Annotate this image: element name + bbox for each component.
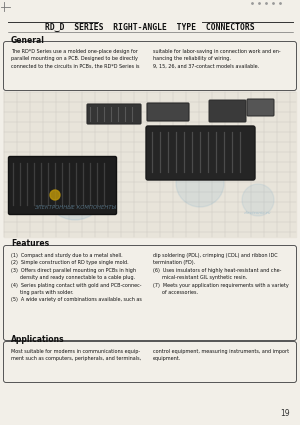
FancyBboxPatch shape: [4, 246, 296, 340]
Text: 19: 19: [280, 409, 290, 418]
Text: General: General: [11, 36, 45, 45]
Text: Most suitable for modems in communications equip-
ment such as computers, periph: Most suitable for modems in communicatio…: [11, 349, 141, 361]
Text: electroniс.ru: electroniс.ru: [244, 211, 272, 215]
Text: suitable for labor-saving in connection work and en-
hancing the reliability of : suitable for labor-saving in connection …: [153, 49, 280, 69]
FancyBboxPatch shape: [247, 99, 274, 116]
Text: Features: Features: [11, 238, 49, 247]
Text: dip soldering (PDL), crimping (CDL) and ribbon IDC
termination (FD).
(6)  Uses i: dip soldering (PDL), crimping (CDL) and …: [153, 253, 289, 295]
FancyBboxPatch shape: [4, 342, 296, 383]
FancyBboxPatch shape: [4, 42, 296, 91]
Text: (1)  Compact and sturdy due to a metal shell.
(2)  Simple construction of RD typ: (1) Compact and sturdy due to a metal sh…: [11, 253, 142, 303]
FancyBboxPatch shape: [147, 103, 189, 121]
Text: RD‿D  SERIES  RIGHT-ANGLE  TYPE  CONNECTORS: RD‿D SERIES RIGHT-ANGLE TYPE CONNECTORS: [45, 23, 255, 31]
FancyBboxPatch shape: [209, 100, 246, 122]
FancyBboxPatch shape: [146, 126, 255, 180]
Text: ЭЛЕКТРОННЫЕ КОМПОНЕНТЫ: ЭЛЕКТРОННЫЕ КОМПОНЕНТЫ: [34, 204, 116, 210]
Circle shape: [242, 184, 274, 216]
Text: control equipment, measuring instruments, and import
equipment.: control equipment, measuring instruments…: [153, 349, 289, 361]
FancyBboxPatch shape: [87, 104, 141, 124]
Circle shape: [50, 190, 60, 200]
Circle shape: [176, 159, 224, 207]
Bar: [4, 92, 296, 237]
FancyBboxPatch shape: [8, 156, 116, 215]
Circle shape: [45, 160, 105, 220]
Text: The RD*D Series use a molded one-place design for
parallel mounting on a PCB. De: The RD*D Series use a molded one-place d…: [11, 49, 140, 69]
Text: Applications: Applications: [11, 334, 64, 343]
